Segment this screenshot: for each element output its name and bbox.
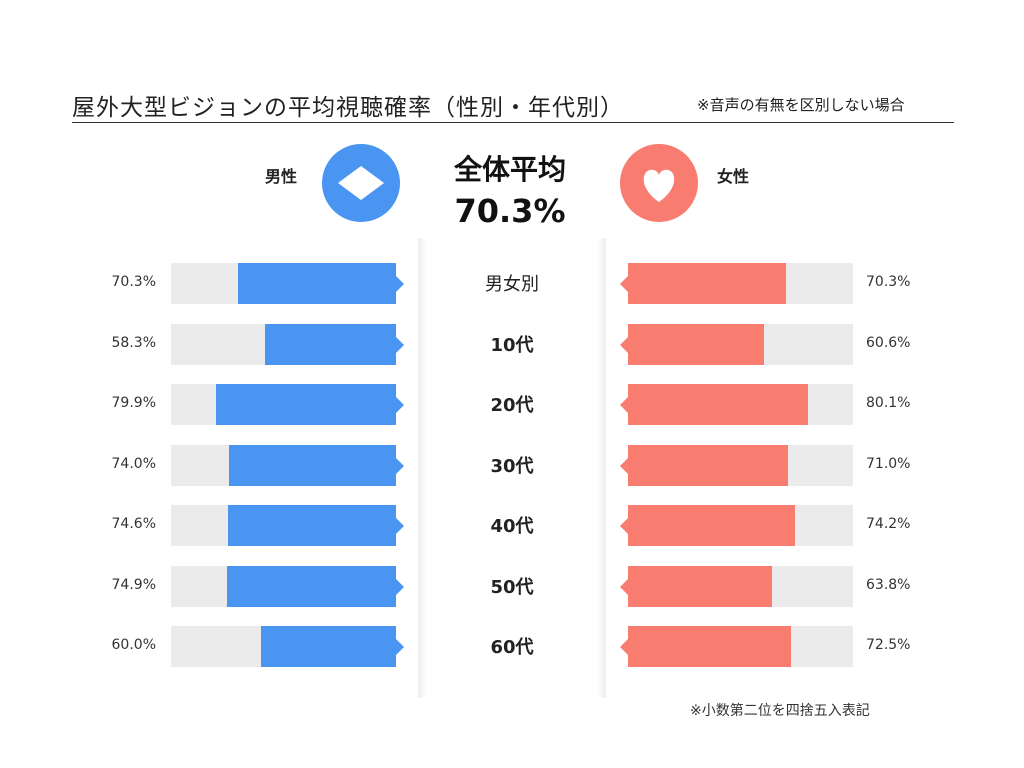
footnote: ※小数第二位を四捨五入表記 [690, 703, 870, 719]
male-bar [216, 384, 396, 425]
female-bar-arrow [620, 518, 628, 534]
male-bar-arrow [396, 276, 404, 292]
chart-row: 79.9% 20代 80.1% [0, 384, 1024, 425]
male-value-label: 74.6% [111, 516, 156, 532]
chart-row: 58.3% 10代 60.6% [0, 323, 1024, 365]
male-bar [229, 444, 396, 486]
male-bar-track [171, 505, 396, 546]
female-bar-arrow [620, 397, 628, 413]
male-bar-arrow [396, 457, 404, 474]
female-bar [628, 384, 808, 425]
male-bar [228, 505, 396, 546]
female-bar-track [628, 263, 853, 304]
female-bar-track [628, 626, 853, 667]
chart-title-area: 屋外大型ビジョンの平均視聴確率（性別・年代別） ※音声の有無を区別しない場合 [72, 86, 954, 123]
female-value-label: 71.0% [866, 455, 911, 472]
male-bar-arrow [396, 639, 404, 655]
category-label: 60代 [490, 637, 534, 658]
male-bar [238, 263, 396, 304]
female-bar-arrow [620, 457, 628, 474]
male-bar-track [171, 323, 396, 365]
male-bar [261, 626, 396, 667]
category-label: 20代 [490, 395, 534, 416]
female-bar [628, 444, 788, 486]
male-value-label: 79.9% [111, 395, 156, 411]
male-bar [265, 323, 396, 365]
category-label: 50代 [490, 576, 534, 598]
male-bar-track [171, 626, 396, 667]
legend-female-label: 女性 [717, 167, 750, 186]
chart-title-note: ※音声の有無を区別しない場合 [697, 96, 905, 114]
female-value-label: 60.6% [866, 334, 911, 351]
male-bar-arrow [396, 336, 404, 353]
overall-average-label: 全体平均 [453, 153, 566, 186]
female-bar-track [628, 444, 853, 486]
female-bar [628, 565, 772, 607]
male-bar [227, 565, 396, 607]
male-value-label: 74.9% [111, 576, 156, 593]
male-value-label: 74.0% [111, 455, 156, 472]
female-bar-track [628, 565, 853, 607]
chart-row: 74.6% 40代 74.2% [0, 505, 1024, 546]
male-bar-track [171, 565, 396, 607]
male-value-label: 60.0% [111, 637, 156, 653]
chart-row: 74.0% 30代 71.0% [0, 444, 1024, 486]
male-bar-arrow [396, 397, 404, 413]
male-bar-track [171, 263, 396, 304]
category-label: 30代 [490, 455, 534, 477]
chart-row: 70.3% 男女別 70.3% [0, 263, 1024, 304]
male-diamond-icon [322, 144, 400, 222]
female-bar [628, 323, 764, 365]
male-bar-arrow [396, 578, 404, 595]
female-bar-track [628, 384, 853, 425]
female-bar-track [628, 323, 853, 365]
category-column [418, 238, 606, 698]
female-bar [628, 263, 786, 304]
male-bar-track [171, 384, 396, 425]
male-bar-track [171, 444, 396, 486]
chart-title: 屋外大型ビジョンの平均視聴確率（性別・年代別） [72, 95, 624, 121]
female-heart-icon [620, 144, 698, 222]
male-value-label: 58.3% [111, 334, 156, 351]
category-label: 男女別 [485, 274, 539, 295]
female-bar-arrow [620, 578, 628, 595]
female-bar-arrow [620, 336, 628, 353]
female-value-label: 72.5% [866, 637, 911, 653]
chart-row: 60.0% 60代 72.5% [0, 626, 1024, 667]
category-label: 40代 [490, 516, 534, 537]
female-bar [628, 505, 795, 546]
female-bar [628, 626, 791, 667]
overall-average-value: 70.3% [454, 192, 566, 230]
female-value-label: 74.2% [866, 516, 911, 532]
female-bar-arrow [620, 276, 628, 292]
male-value-label: 70.3% [111, 274, 156, 290]
legend-male-label: 男性 [265, 167, 298, 186]
category-label: 10代 [490, 334, 534, 356]
female-bar-arrow [620, 639, 628, 655]
female-value-label: 70.3% [866, 274, 911, 290]
female-bar-track [628, 505, 853, 546]
female-value-label: 80.1% [866, 395, 911, 411]
female-value-label: 63.8% [866, 576, 911, 593]
chart-row: 74.9% 50代 63.8% [0, 565, 1024, 607]
male-bar-arrow [396, 518, 404, 534]
